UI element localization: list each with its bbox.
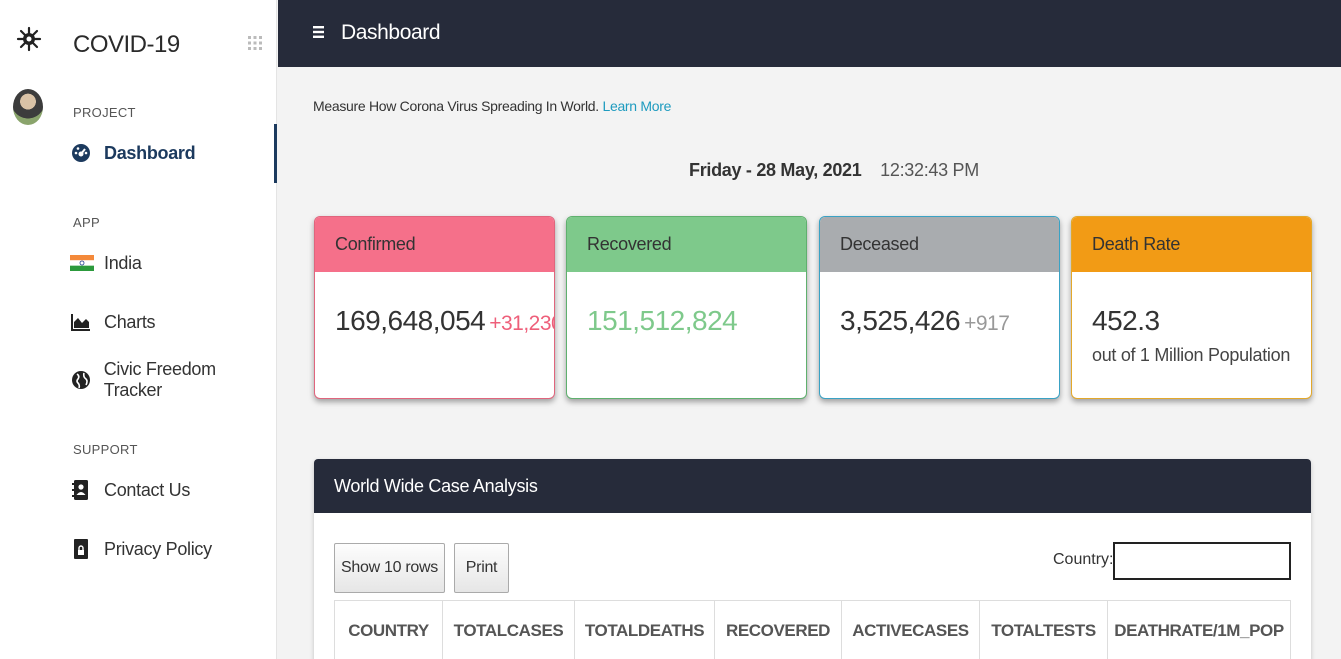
intro-text: Measure How Corona Virus Spreading In Wo…	[313, 98, 671, 114]
dashboard-icon	[70, 142, 92, 164]
column-header[interactable]: COUNTRY	[335, 601, 443, 659]
topbar: Dashboard	[278, 0, 1341, 67]
sidebar-item-label: Charts	[104, 311, 156, 332]
sidebar-item-privacy-policy[interactable]: Privacy Policy	[70, 534, 276, 564]
sidebar-item-dashboard[interactable]: Dashboard	[70, 138, 276, 168]
death-rate-value: 452.3	[1092, 305, 1160, 336]
confirmed-value: 169,648,054	[335, 305, 486, 336]
column-header[interactable]: RECOVERED	[715, 601, 842, 659]
learn-more-link[interactable]: Learn More	[602, 98, 672, 114]
area-chart-icon	[70, 311, 92, 333]
lock-document-icon	[70, 538, 92, 560]
show-rows-button[interactable]: Show 10 rows	[334, 543, 445, 593]
panel-title: World Wide Case Analysis	[314, 459, 1311, 513]
table-header-row: COUNTRY TOTALCASES TOTALDEATHS RECOVERED…	[334, 600, 1291, 659]
card-title: Confirmed	[315, 217, 554, 272]
section-label-app: APP	[73, 215, 100, 230]
sidebar-item-label: Civic Freedom Tracker	[103, 359, 216, 400]
contact-book-icon	[70, 479, 92, 501]
sidebar-item-label: Dashboard	[104, 142, 196, 163]
active-indicator	[274, 124, 277, 183]
virus-icon	[16, 26, 42, 52]
apps-grid-icon[interactable]	[247, 35, 263, 51]
menu-icon[interactable]	[313, 26, 324, 38]
current-date: Friday - 28 May, 2021	[689, 160, 862, 180]
column-header[interactable]: TOTALTESTS	[980, 601, 1108, 659]
column-header[interactable]: TOTALCASES	[443, 601, 575, 659]
recovered-value: 151,512,824	[587, 305, 738, 336]
column-header[interactable]: ACTIVECASES	[842, 601, 980, 659]
sidebar-item-civic-freedom-tracker[interactable]: Civic Freedom Tracker	[70, 359, 276, 400]
country-filter-label: Country:	[1053, 551, 1114, 568]
card-title: Death Rate	[1072, 217, 1311, 272]
death-rate-subtitle: out of 1 Million Population	[1092, 345, 1291, 365]
sidebar-item-contact-us[interactable]: Contact Us	[70, 475, 276, 505]
confirmed-card: Confirmed 169,648,054 +31,230	[314, 216, 555, 399]
sidebar-item-label: Contact Us	[104, 479, 191, 500]
sidebar: COVID-19 PROJECT Dashboard APP India Cha…	[0, 0, 277, 659]
page-title: Dashboard	[341, 21, 441, 44]
deceased-value-row: 3,525,426 +917	[840, 305, 1010, 337]
sidebar-item-label: India	[104, 252, 142, 273]
deceased-card: Deceased 3,525,426 +917	[819, 216, 1060, 399]
sidebar-item-label: Privacy Policy	[104, 538, 212, 559]
recovered-card: Recovered 151,512,824	[566, 216, 807, 399]
sidebar-item-charts[interactable]: Charts	[70, 307, 276, 337]
section-label-project: PROJECT	[73, 105, 136, 120]
death-rate-card: Death Rate 452.3 out of 1 Million Popula…	[1071, 216, 1312, 399]
deceased-delta: +917	[964, 312, 1010, 335]
card-title: Recovered	[567, 217, 806, 272]
brand-title: COVID-19	[73, 31, 180, 58]
deceased-value: 3,525,426	[840, 305, 961, 336]
print-button[interactable]: Print	[454, 543, 509, 593]
datetime: Friday - 28 May, 2021 12:32:43 PM	[689, 160, 979, 181]
india-flag-icon	[70, 252, 94, 274]
country-search-input[interactable]	[1113, 542, 1291, 580]
world-case-analysis-panel: World Wide Case Analysis Show 10 rows Pr…	[314, 459, 1311, 659]
confirmed-value-row: 169,648,054 +31,230	[335, 305, 555, 337]
intro-message: Measure How Corona Virus Spreading In Wo…	[313, 98, 603, 114]
globe-icon	[70, 369, 92, 391]
confirmed-delta: +31,230	[489, 312, 555, 335]
sidebar-item-india[interactable]: India	[70, 248, 276, 278]
section-label-support: SUPPORT	[73, 442, 138, 457]
column-header[interactable]: TOTALDEATHS	[575, 601, 715, 659]
current-time: 12:32:43 PM	[880, 160, 979, 180]
column-header[interactable]: DEATHRATE/1M_POP	[1114, 621, 1284, 640]
avatar[interactable]	[13, 89, 43, 125]
card-title: Deceased	[820, 217, 1059, 272]
